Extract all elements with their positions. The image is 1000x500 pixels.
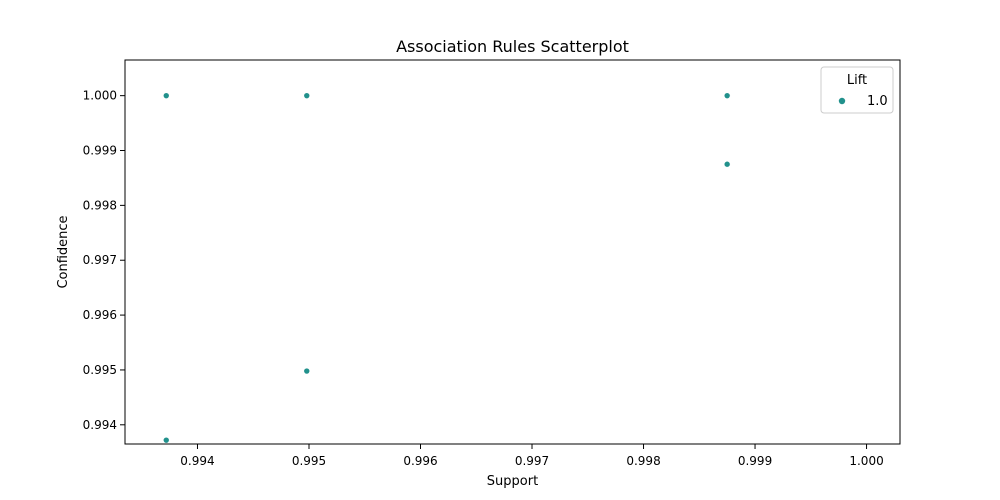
plot-frame [124,59,901,445]
x-axis-ticks: 0.994 0.995 0.996 0.997 0.998 0.999 1.000 [180,444,884,468]
scatter-point [162,436,170,444]
y-tick-label: 0.994 [83,418,117,432]
y-tick-label: 1.000 [83,89,117,103]
x-tick-label: 0.999 [738,454,772,468]
chart-title: Association Rules Scatterplot [396,37,629,56]
x-tick-label: 0.998 [626,454,660,468]
y-tick-label: 0.997 [83,253,117,267]
scatter-point [303,92,311,99]
x-axis-label: Support [487,474,538,489]
y-tick-label: 0.999 [83,144,117,158]
x-tick-label: 0.994 [180,454,214,468]
y-tick-label: 0.996 [83,308,117,322]
x-tick-label: 0.997 [515,454,549,468]
scatter-point [723,160,731,168]
scatter-point [303,367,311,375]
scatter-point [723,92,731,99]
x-tick-label: 0.996 [403,454,437,468]
y-axis-ticks: 0.994 0.995 0.996 0.997 0.998 0.999 1.000 [83,89,125,432]
scatter-point [162,92,170,99]
x-tick-label: 0.995 [292,454,326,468]
legend-entry-label: 1.0 [867,94,888,109]
legend: Lift 1.0 [820,66,894,114]
y-tick-label: 0.995 [83,363,117,377]
y-tick-label: 0.998 [83,198,117,212]
data-points [162,92,731,444]
x-tick-label: 1.000 [849,454,883,468]
legend-marker [838,97,846,105]
legend-title: Lift [847,73,867,88]
y-axis-label: Confidence [56,215,71,288]
